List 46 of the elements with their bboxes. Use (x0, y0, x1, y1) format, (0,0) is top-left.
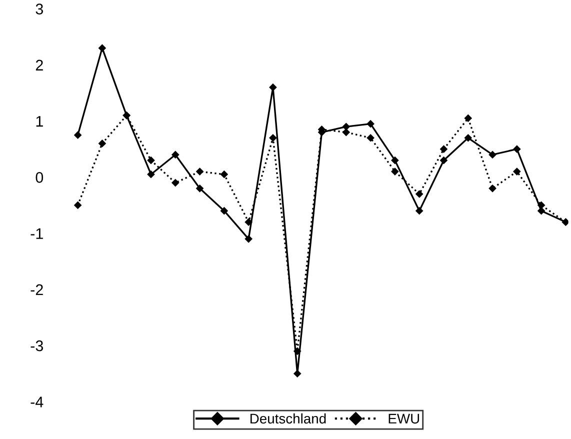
point (244, 235, 252, 243)
point (391, 168, 399, 176)
point (464, 114, 472, 122)
point (366, 120, 374, 128)
point (342, 128, 350, 136)
point (440, 145, 448, 153)
legend-label: EWU (388, 414, 420, 424)
point (220, 207, 228, 214)
point (488, 184, 496, 192)
point (147, 156, 155, 164)
point (513, 145, 521, 153)
point (196, 168, 204, 176)
y-tick-label: 0 (36, 172, 44, 183)
point (98, 44, 106, 52)
point (416, 207, 423, 214)
point (147, 170, 155, 178)
point (513, 168, 521, 176)
point (342, 123, 350, 130)
point (294, 370, 302, 378)
y-tick-label: -3 (30, 340, 44, 352)
point (74, 131, 82, 139)
y-tick-label: -4 (30, 396, 44, 408)
point (391, 156, 399, 164)
y-tick-label: -1 (30, 228, 43, 239)
point (196, 184, 204, 192)
y-tick-label: 1 (36, 116, 43, 127)
point (244, 218, 252, 226)
point (538, 207, 545, 214)
y-tick-label: 3 (36, 4, 44, 14)
point (172, 151, 180, 158)
point (220, 170, 228, 178)
point (269, 84, 277, 91)
point (74, 202, 82, 209)
legend-label: Deutschland (250, 413, 326, 424)
y-tick-label: -2 (30, 284, 43, 295)
point (538, 202, 545, 209)
point (416, 190, 423, 198)
point (488, 151, 496, 158)
point (366, 134, 374, 142)
point (172, 179, 180, 186)
point (294, 348, 302, 355)
point (269, 134, 277, 142)
point (440, 156, 448, 164)
point (98, 140, 106, 148)
point (464, 134, 472, 142)
y-tick-label: 2 (36, 60, 43, 70)
